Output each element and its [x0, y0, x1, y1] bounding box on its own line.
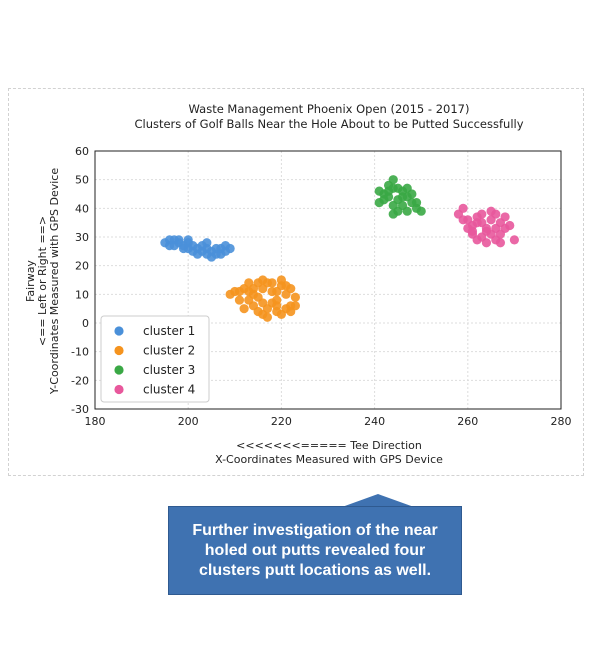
legend-label-cluster-2: cluster 2	[143, 344, 195, 358]
callout-text: Further investigation of the near holed …	[192, 521, 438, 579]
y-axis-label-line1: Fairway	[24, 260, 37, 302]
scatter-chart: Waste Management Phoenix Open (2015 - 20…	[24, 102, 572, 466]
plot-area	[94, 150, 562, 410]
x-tick-label: 200	[178, 415, 199, 428]
cluster-2-point	[267, 278, 277, 288]
legend-label-cluster-3: cluster 3	[143, 363, 195, 377]
cluster-4-point	[495, 238, 506, 248]
cluster-2-point	[290, 301, 300, 311]
legend-label-cluster-4: cluster 4	[143, 383, 195, 397]
cluster-1-point	[178, 243, 189, 254]
cluster-2-point	[281, 281, 291, 291]
cluster-3-point	[416, 206, 426, 216]
cluster-4-point	[477, 209, 487, 219]
chart-title: Waste Management Phoenix Open (2015 - 20…	[189, 102, 470, 116]
cluster-3-point	[383, 186, 394, 196]
data-points	[160, 175, 519, 322]
y-tick-label: 10	[75, 288, 89, 301]
cluster-4-point	[486, 206, 496, 216]
cluster-4-point	[505, 220, 515, 231]
legend-box	[100, 315, 210, 403]
x-tick-label: 260	[457, 415, 478, 428]
cluster-3-point	[379, 195, 389, 205]
y-tick-label: 30	[75, 231, 89, 244]
cluster-4-point	[500, 212, 510, 222]
cluster-4-point	[481, 238, 492, 248]
y-tick-label: -10	[71, 346, 89, 359]
chart-subtitle: Clusters of Golf Balls Near the Hole Abo…	[134, 117, 523, 131]
cluster-3-point	[402, 206, 412, 216]
legend-marker-cluster-3	[114, 365, 124, 375]
y-tick-label: -20	[71, 374, 89, 387]
cluster-1-point	[216, 249, 226, 259]
cluster-1-point	[202, 238, 212, 248]
x-axis-label-line1: <<<<<<<===== Tee Direction	[236, 439, 422, 452]
y-axis-label-line3: Y-Coordinates Measured with GPS Device	[48, 168, 61, 395]
x-tick-label: 240	[364, 415, 385, 428]
legend-marker-cluster-1	[114, 326, 124, 336]
legend-marker-cluster-2	[114, 345, 124, 356]
chart-frame: Waste Management Phoenix Open (2015 - 20…	[8, 88, 584, 476]
cluster-4-point	[491, 223, 501, 233]
y-tick-label: 60	[75, 145, 89, 158]
cluster-3-point	[388, 209, 398, 219]
legend-marker-cluster-4	[114, 384, 124, 395]
cluster-4-point	[458, 203, 468, 213]
cluster-2-point	[258, 275, 268, 285]
chart-legend: cluster 1 cluster 2 cluster 3 cluster 4	[100, 315, 210, 403]
y-axis-label-line2: <== Left or Right ==>	[36, 216, 49, 346]
y-tick-label: 0	[82, 317, 89, 330]
cluster-1-point	[202, 249, 212, 259]
cluster-4-point	[472, 218, 482, 228]
cluster-2-point	[234, 286, 245, 297]
x-axis-label-line2: X-Coordinates Measured with GPS Device	[215, 453, 443, 466]
x-tick-label: 220	[271, 415, 292, 428]
callout-box: Further investigation of the near holed …	[168, 506, 462, 595]
cluster-3-point	[393, 183, 403, 193]
cluster-2-point	[239, 304, 249, 314]
cluster-2-point	[244, 286, 254, 297]
cluster-2-point	[272, 286, 282, 297]
cluster-2-point	[272, 301, 282, 311]
cluster-4-point	[458, 215, 468, 225]
cluster-3-point	[411, 198, 422, 208]
cluster-1-point	[174, 235, 184, 245]
cluster-2-point	[262, 312, 273, 322]
callout-arrow	[342, 494, 414, 507]
cluster-4-point	[467, 226, 478, 236]
cluster-2-point	[290, 292, 300, 302]
cluster-3-point	[402, 183, 412, 193]
y-tick-label: 40	[75, 202, 89, 215]
cluster-4-point	[509, 235, 519, 245]
cluster-2-point	[258, 298, 268, 308]
cluster-1-point	[188, 246, 198, 256]
cluster-2-point	[234, 295, 245, 305]
axis-ticks: 180 200 220 240 260 280 -30 -20 -10 0 10 20 30 40 50 60	[71, 145, 571, 428]
x-tick-label: 280	[551, 415, 572, 428]
cluster-1-point	[183, 235, 193, 245]
cluster-2-point	[244, 295, 254, 305]
y-tick-label: 20	[75, 260, 89, 273]
cluster-1-point	[164, 235, 175, 245]
y-tick-label: -30	[71, 403, 89, 416]
legend-label-cluster-1: cluster 1	[143, 324, 195, 338]
x-tick-label: 180	[85, 415, 106, 428]
cluster-3-point	[397, 192, 408, 202]
cluster-3-point	[388, 175, 398, 185]
y-tick-label: 50	[75, 174, 89, 187]
cluster-3-point	[374, 186, 384, 196]
